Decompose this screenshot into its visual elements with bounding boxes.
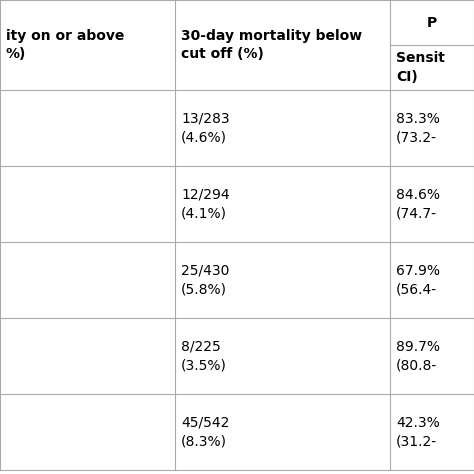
Text: 42.3%
(31.2-: 42.3% (31.2- [396, 416, 440, 448]
Text: 8/225
(3.5%): 8/225 (3.5%) [181, 340, 227, 372]
Text: 45/542
(8.3%): 45/542 (8.3%) [181, 416, 229, 448]
Text: 12/294
(4.1%): 12/294 (4.1%) [181, 188, 229, 220]
Text: 89.7%
(80.8-: 89.7% (80.8- [396, 340, 440, 372]
Text: 84.6%
(74.7-: 84.6% (74.7- [396, 188, 440, 220]
Text: 83.3%
(73.2-: 83.3% (73.2- [396, 112, 440, 144]
Text: 30-day mortality below
cut off (%): 30-day mortality below cut off (%) [181, 29, 362, 61]
Text: 13/283
(4.6%): 13/283 (4.6%) [181, 112, 229, 144]
Text: 25/430
(5.8%): 25/430 (5.8%) [181, 264, 229, 296]
Text: P: P [427, 16, 437, 29]
Text: 67.9%
(56.4-: 67.9% (56.4- [396, 264, 440, 296]
Text: Sensit
CI): Sensit CI) [396, 51, 445, 84]
Text: ity on or above
%): ity on or above %) [6, 29, 124, 61]
